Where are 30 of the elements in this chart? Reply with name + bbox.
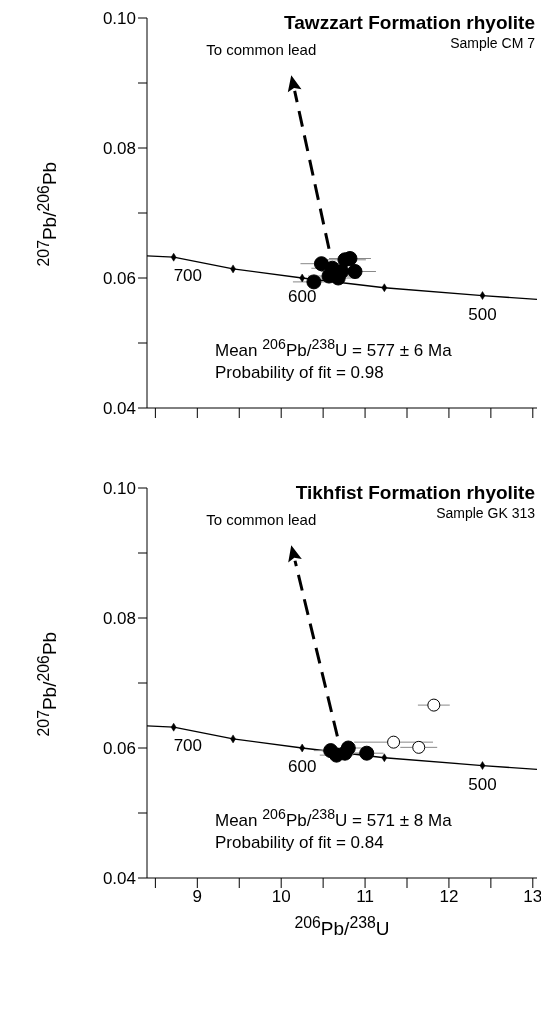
x-tick-label: 9 — [192, 887, 203, 907]
annotation: Probability of fit = 0.84 — [215, 831, 385, 854]
annotation: 700 — [173, 266, 203, 286]
x-tick-label: 11 — [356, 887, 374, 907]
y-tick-label: 0.10 — [102, 479, 136, 499]
annotation: 600 — [287, 757, 317, 776]
y-tick-label: 0.06 — [102, 739, 136, 759]
y-tick-label: 0.08 — [102, 139, 136, 159]
y-tick-label: 0.06 — [102, 269, 136, 289]
y-tick-label: 0.08 — [102, 609, 136, 629]
text: Sample CM 7 — [450, 35, 535, 51]
chart-title: Tawzzart Formation rhyolite — [284, 12, 535, 34]
x-axis-title: $^{206}$Pb/$^{238}$U — [293, 914, 391, 941]
x-tick-label: 10 — [271, 887, 291, 907]
annotation: Probability of fit = 0.98 — [215, 361, 385, 384]
y-tick-label: 0.04 — [102, 869, 136, 889]
y-tick-label: 0.10 — [102, 9, 136, 29]
annotation: To common lead — [206, 40, 317, 58]
annotation: To common lead — [206, 510, 317, 528]
x-tick-label: 12 — [439, 887, 459, 907]
annotation: 500 — [468, 774, 497, 794]
text: Sample GK 313 — [436, 505, 535, 521]
chart-title: Tikhfist Formation rhyolite — [295, 482, 535, 504]
x-tick-label: 13 — [523, 887, 543, 907]
annotation: 700 — [173, 736, 203, 756]
annotation: Mean $^{206}$Pb/$^{238}$U = 577 ± 6 Ma — [215, 335, 452, 362]
annotation: Mean $^{206}$Pb/$^{238}$U = 571 ± 8 Ma — [215, 805, 452, 832]
annotation: 600 — [287, 287, 317, 306]
y-tick-label: 0.04 — [102, 399, 136, 419]
annotation: 500 — [468, 304, 497, 324]
